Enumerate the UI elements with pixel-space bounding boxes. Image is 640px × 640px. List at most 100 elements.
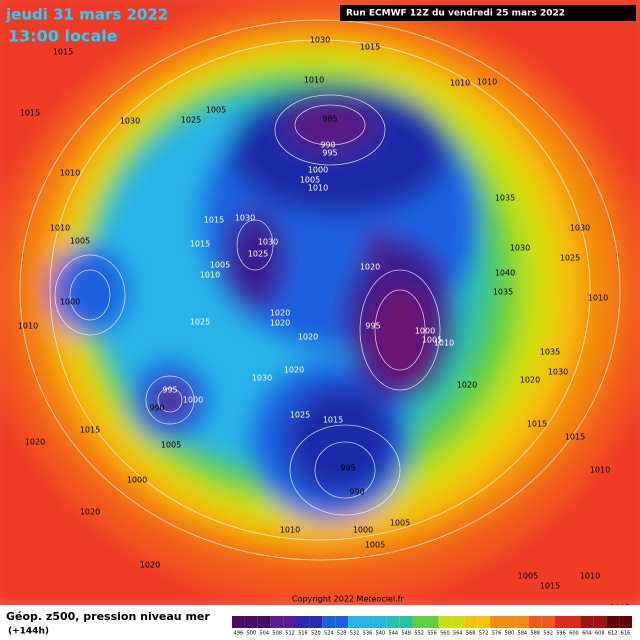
colorbar-label: 512: [285, 631, 295, 637]
colorbar-swatch: [348, 616, 362, 628]
colorbar-swatch: [606, 616, 620, 628]
isobar-label: 1000: [60, 298, 80, 307]
isobar-label: 1005: [206, 106, 226, 115]
isobar-label: 1030: [120, 117, 140, 126]
isobar-label: 1010: [60, 169, 80, 178]
colorbar-label: 560: [440, 631, 450, 637]
isobar-label: 1015: [323, 416, 343, 425]
colorbar-swatch: [477, 616, 491, 628]
colorbar-label: 528: [337, 631, 347, 637]
isobar-labels: 1015 1030 1015 1010 1010 1010 1015 1030 1025 1005…: [18, 36, 630, 613]
isobar-label: 1010: [434, 339, 454, 348]
isobar-label: 1010: [450, 79, 470, 88]
isobar-label: 1010: [308, 184, 328, 193]
isobar-label: 1020: [360, 263, 380, 272]
colorbar-swatch: [412, 616, 426, 628]
colorbar-label: 584: [518, 631, 528, 637]
isobar-label: 1020: [80, 508, 100, 517]
isobar-label: 1030: [310, 36, 330, 45]
isobar-label: 1025: [290, 411, 310, 420]
isobar-label: 1035: [493, 288, 513, 297]
colorbar-label: 564: [453, 631, 463, 637]
colorbar-label: 604: [582, 631, 592, 637]
colorbar-label: 616: [621, 631, 631, 637]
isobar-label: 1015: [527, 420, 547, 429]
isobar-label: 1020: [284, 366, 304, 375]
isobar-label: 1015: [20, 109, 40, 118]
isobar-label: 1020: [270, 319, 290, 328]
colorbar-swatch: [296, 616, 310, 628]
colorbar-label: 608: [595, 631, 605, 637]
colorbar-label: 496: [234, 631, 244, 637]
colorbar-swatch: [567, 616, 581, 628]
colorbar-swatch: [425, 616, 439, 628]
isobar-label: 1025: [181, 116, 201, 125]
contours: [19, 19, 621, 561]
isobar-label: 995: [365, 322, 380, 331]
isobar-label: 1015: [565, 433, 585, 442]
colorbar-swatch: [386, 616, 400, 628]
colorbar-swatch: [270, 616, 284, 628]
colorbar: 496 500 504 508 512 516 520 524 528 532 536 540 544 5…: [232, 616, 632, 637]
isobar-label: 1005: [518, 572, 538, 581]
isobar-label: 1025: [190, 318, 210, 327]
isobar-label: 1015: [80, 426, 100, 435]
colorbar-swatch: [464, 616, 478, 628]
isobar-label: 1005: [390, 519, 410, 528]
isobar-label: 1030: [252, 374, 272, 383]
isobar-label: 1030: [235, 214, 255, 223]
isobar-label: 1015: [360, 43, 380, 52]
isobar-label: 990: [149, 404, 164, 413]
isobar-label: 1020: [270, 309, 290, 318]
colorbar-label: 572: [479, 631, 489, 637]
isobar-label: 995: [322, 149, 337, 158]
colorbar-swatch: [528, 616, 542, 628]
isobar-label: 1035: [495, 194, 515, 203]
isobar-label: 1000: [127, 476, 147, 485]
isobar-label: 995: [340, 464, 355, 473]
colorbar-swatch: [490, 616, 503, 628]
colorbar-label: 504: [259, 631, 269, 637]
colorbar-swatch: [309, 616, 323, 628]
isobar-label: 1000: [415, 327, 435, 336]
isobar-label: 1020: [140, 561, 160, 570]
colorbar-swatch: [541, 616, 555, 628]
colorbar-label: 536: [363, 631, 373, 637]
isobar-label: 1000: [308, 166, 328, 175]
time-label: 13:00 locale: [8, 27, 118, 46]
colorbar-label: 520: [311, 631, 321, 637]
colorbar-swatch: [257, 616, 271, 628]
isobar-label: 1010: [580, 572, 600, 581]
isobar-label: 1030: [510, 244, 530, 253]
isobar-label: 1015: [204, 216, 224, 225]
isobar-label: 1035: [540, 348, 560, 357]
isobar-label: 990: [349, 488, 364, 497]
colorbar-swatch: [451, 616, 465, 628]
colorbar-label: 544: [389, 631, 399, 637]
field: [0, 0, 640, 620]
isobar-label: 1020: [457, 381, 477, 390]
footer-lead: (+144h): [8, 627, 49, 637]
colorbar-label: 524: [324, 631, 334, 637]
isobar-label: 1010: [588, 294, 608, 303]
colorbar-label: 600: [569, 631, 579, 637]
colorbar-label: 532: [350, 631, 360, 637]
colorbar-swatch: [438, 616, 452, 628]
colorbar-swatch: [619, 616, 632, 628]
colorbar-label: 540: [376, 631, 386, 637]
colorbar-label: 548: [401, 631, 411, 637]
footer-title: Géop. z500, pression niveau mer: [6, 610, 210, 623]
isobar-label: 1005: [161, 441, 181, 450]
isobar-label: 1005: [70, 237, 90, 246]
colorbar-swatch: [593, 616, 607, 628]
isobar-label: 1040: [495, 269, 515, 278]
colorbar-label: 576: [492, 631, 502, 637]
date-label: jeudi 31 mars 2022: [5, 6, 168, 24]
isobar-label: 1010: [477, 78, 497, 87]
isobar-label: 1010: [200, 271, 220, 280]
colorbar-swatch: [373, 616, 387, 628]
colorbar-label: 596: [556, 631, 566, 637]
isobar-label: 995: [162, 386, 177, 395]
